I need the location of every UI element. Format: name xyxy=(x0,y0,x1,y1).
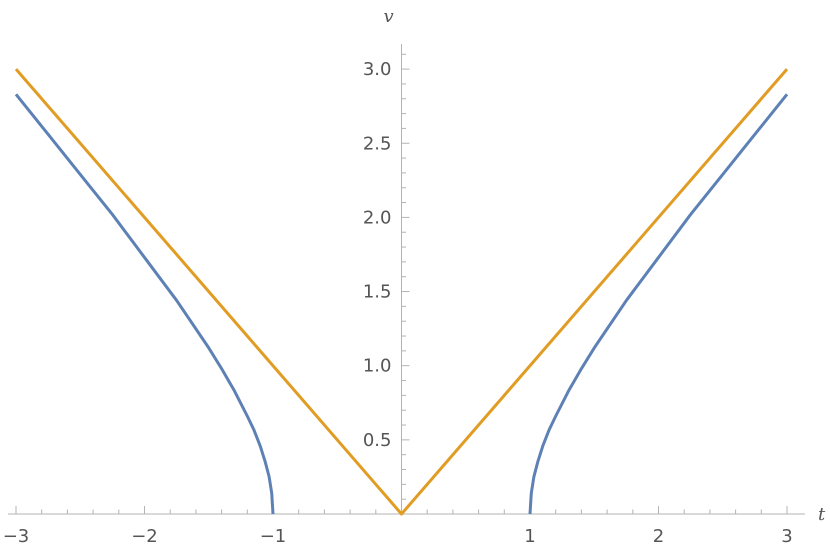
y-tick-label: 2.0 xyxy=(363,207,392,228)
series-line-0 xyxy=(14,93,275,515)
y-ticks: 0.5 1.0 1.5 2.0 2.5 3.0 xyxy=(363,53,410,500)
x-tick-label: 1 xyxy=(524,526,535,547)
y-tick-label: 1.0 xyxy=(363,356,392,377)
x-tick-label: −1 xyxy=(260,526,287,547)
y-tick-label: 0.5 xyxy=(363,430,392,451)
series-line-2 xyxy=(14,68,789,516)
axes: −3 −2 −1 1 2 3 0.5 1.0 1.5 2.0 2.5 3.0 xyxy=(3,44,805,547)
y-axis-label: v xyxy=(384,6,394,27)
y-tick-label: 1.5 xyxy=(363,282,392,303)
x-tick-label: −2 xyxy=(131,526,158,547)
y-tick-label: 2.5 xyxy=(363,133,392,154)
y-tick-label: 3.0 xyxy=(363,59,392,80)
x-tick-label: 2 xyxy=(653,526,664,547)
series-layer xyxy=(14,68,789,516)
series-line-1 xyxy=(528,93,789,515)
x-axis-label: t xyxy=(818,504,826,525)
x-tick-label: 3 xyxy=(781,526,792,547)
x-tick-label: −3 xyxy=(3,526,30,547)
x-ticks: −3 −2 −1 1 2 3 xyxy=(3,506,793,547)
